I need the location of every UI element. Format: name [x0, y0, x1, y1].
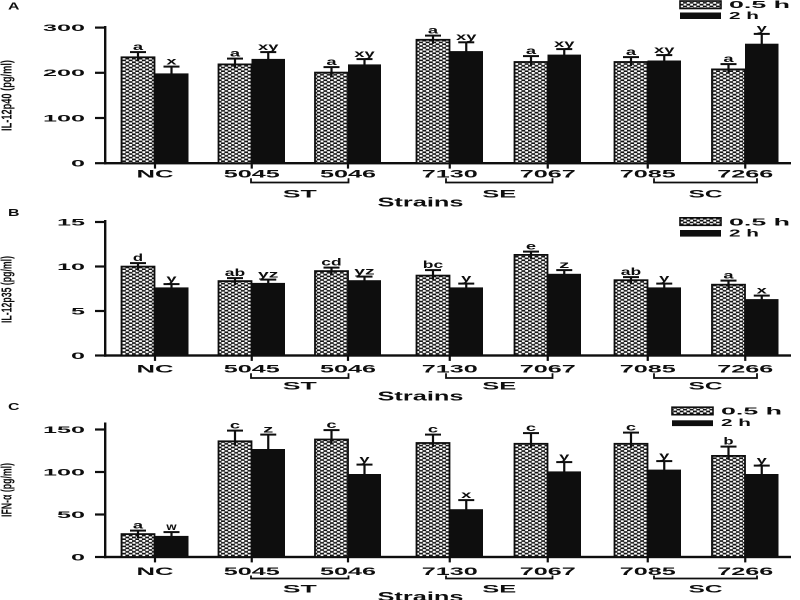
- svg-text:xy: xy: [258, 41, 279, 53]
- svg-text:z: z: [559, 259, 569, 271]
- svg-text:d: d: [133, 252, 143, 264]
- svg-text:a: a: [526, 45, 536, 57]
- svg-text:c: c: [626, 421, 636, 433]
- svg-text:y: y: [757, 454, 767, 466]
- svg-text:a: a: [428, 24, 438, 36]
- svg-text:0: 0: [71, 159, 85, 169]
- svg-text:100: 100: [43, 113, 85, 123]
- svg-text:w: w: [165, 521, 177, 533]
- svg-text:5045: 5045: [224, 566, 280, 578]
- svg-text:e: e: [526, 240, 536, 252]
- svg-text:7085: 7085: [620, 364, 676, 376]
- svg-text:Strains: Strains: [378, 390, 464, 404]
- svg-text:50: 50: [57, 510, 85, 520]
- svg-text:ab: ab: [621, 266, 641, 278]
- svg-text:z: z: [263, 423, 273, 435]
- svg-text:5045: 5045: [224, 169, 280, 181]
- svg-text:B: B: [8, 208, 20, 219]
- svg-text:IFN-α (pg/ml): IFN-α (pg/ml): [0, 463, 15, 517]
- svg-text:7266: 7266: [717, 566, 773, 578]
- svg-text:cd: cd: [321, 256, 341, 268]
- svg-text:7067: 7067: [520, 566, 576, 578]
- svg-text:300: 300: [43, 23, 85, 33]
- svg-text:7130: 7130: [422, 169, 478, 181]
- svg-text:y: y: [166, 273, 176, 285]
- svg-text:a: a: [626, 46, 636, 58]
- svg-text:15: 15: [57, 217, 85, 227]
- svg-text:a: a: [230, 47, 240, 59]
- svg-text:5045: 5045: [224, 364, 280, 376]
- svg-text:7067: 7067: [520, 364, 576, 376]
- svg-text:100: 100: [43, 467, 85, 477]
- svg-text:150: 150: [43, 425, 85, 435]
- svg-text:SC: SC: [689, 584, 723, 596]
- svg-text:yz: yz: [354, 265, 374, 277]
- svg-text:x: x: [757, 284, 767, 296]
- svg-text:7266: 7266: [717, 364, 773, 376]
- svg-text:c: c: [230, 419, 240, 431]
- svg-text:7067: 7067: [520, 169, 576, 181]
- svg-text:xy: xy: [456, 31, 477, 43]
- svg-text:2 h: 2 h: [721, 418, 751, 429]
- svg-text:SC: SC: [689, 189, 723, 201]
- svg-text:y: y: [461, 272, 471, 284]
- svg-text:A: A: [8, 2, 20, 13]
- svg-text:7085: 7085: [620, 169, 676, 181]
- svg-text:y: y: [757, 23, 767, 35]
- svg-text:y: y: [659, 272, 669, 284]
- svg-text:y: y: [659, 450, 669, 462]
- svg-text:SE: SE: [482, 189, 516, 201]
- svg-text:IL-12p40 (pg/ml): IL-12p40 (pg/ml): [0, 60, 15, 131]
- svg-text:a: a: [133, 41, 143, 53]
- svg-text:c: c: [428, 423, 438, 435]
- svg-text:Strains: Strains: [378, 196, 464, 210]
- svg-text:0.5 h: 0.5 h: [721, 407, 782, 418]
- svg-text:0.5 h: 0.5 h: [729, 0, 790, 11]
- svg-text:a: a: [133, 519, 143, 531]
- svg-text:5: 5: [71, 306, 85, 316]
- svg-text:5046: 5046: [320, 364, 376, 376]
- svg-text:xy: xy: [654, 44, 675, 56]
- svg-text:10: 10: [57, 262, 85, 272]
- svg-text:200: 200: [43, 68, 85, 78]
- svg-text:7130: 7130: [422, 566, 478, 578]
- svg-text:7085: 7085: [620, 566, 676, 578]
- svg-text:NC: NC: [137, 566, 174, 578]
- svg-text:SE: SE: [482, 381, 516, 393]
- svg-text:2 h: 2 h: [729, 11, 759, 22]
- svg-text:ST: ST: [283, 189, 318, 201]
- svg-text:IL-12p35 (pg/ml): IL-12p35 (pg/ml): [0, 256, 15, 323]
- svg-text:bc: bc: [423, 259, 444, 271]
- svg-text:NC: NC: [137, 364, 174, 376]
- svg-text:xy: xy: [554, 38, 575, 50]
- svg-text:0: 0: [71, 351, 85, 361]
- svg-text:2 h: 2 h: [729, 229, 759, 240]
- svg-text:ab: ab: [225, 267, 245, 279]
- svg-text:NC: NC: [137, 169, 174, 181]
- svg-text:5046: 5046: [320, 566, 376, 578]
- svg-text:SC: SC: [689, 381, 723, 393]
- svg-text:c: c: [526, 422, 536, 434]
- svg-text:x: x: [461, 489, 471, 501]
- svg-text:7266: 7266: [717, 169, 773, 181]
- svg-text:yz: yz: [258, 268, 278, 280]
- svg-text:b: b: [723, 435, 733, 447]
- svg-text:Strains: Strains: [378, 590, 464, 600]
- svg-text:y: y: [359, 453, 369, 465]
- svg-text:0: 0: [71, 552, 85, 562]
- svg-text:0.5 h: 0.5 h: [729, 218, 790, 229]
- svg-text:7130: 7130: [422, 364, 478, 376]
- svg-text:c: c: [326, 419, 336, 431]
- svg-text:ST: ST: [283, 381, 318, 393]
- svg-text:5046: 5046: [320, 169, 376, 181]
- svg-text:x: x: [166, 55, 176, 67]
- svg-text:xy: xy: [354, 48, 375, 60]
- svg-text:C: C: [8, 402, 20, 413]
- svg-text:y: y: [559, 451, 569, 463]
- svg-text:ST: ST: [283, 584, 318, 596]
- svg-text:SE: SE: [482, 584, 516, 596]
- svg-text:a: a: [326, 56, 336, 68]
- svg-text:a: a: [723, 269, 733, 281]
- svg-text:a: a: [723, 53, 733, 65]
